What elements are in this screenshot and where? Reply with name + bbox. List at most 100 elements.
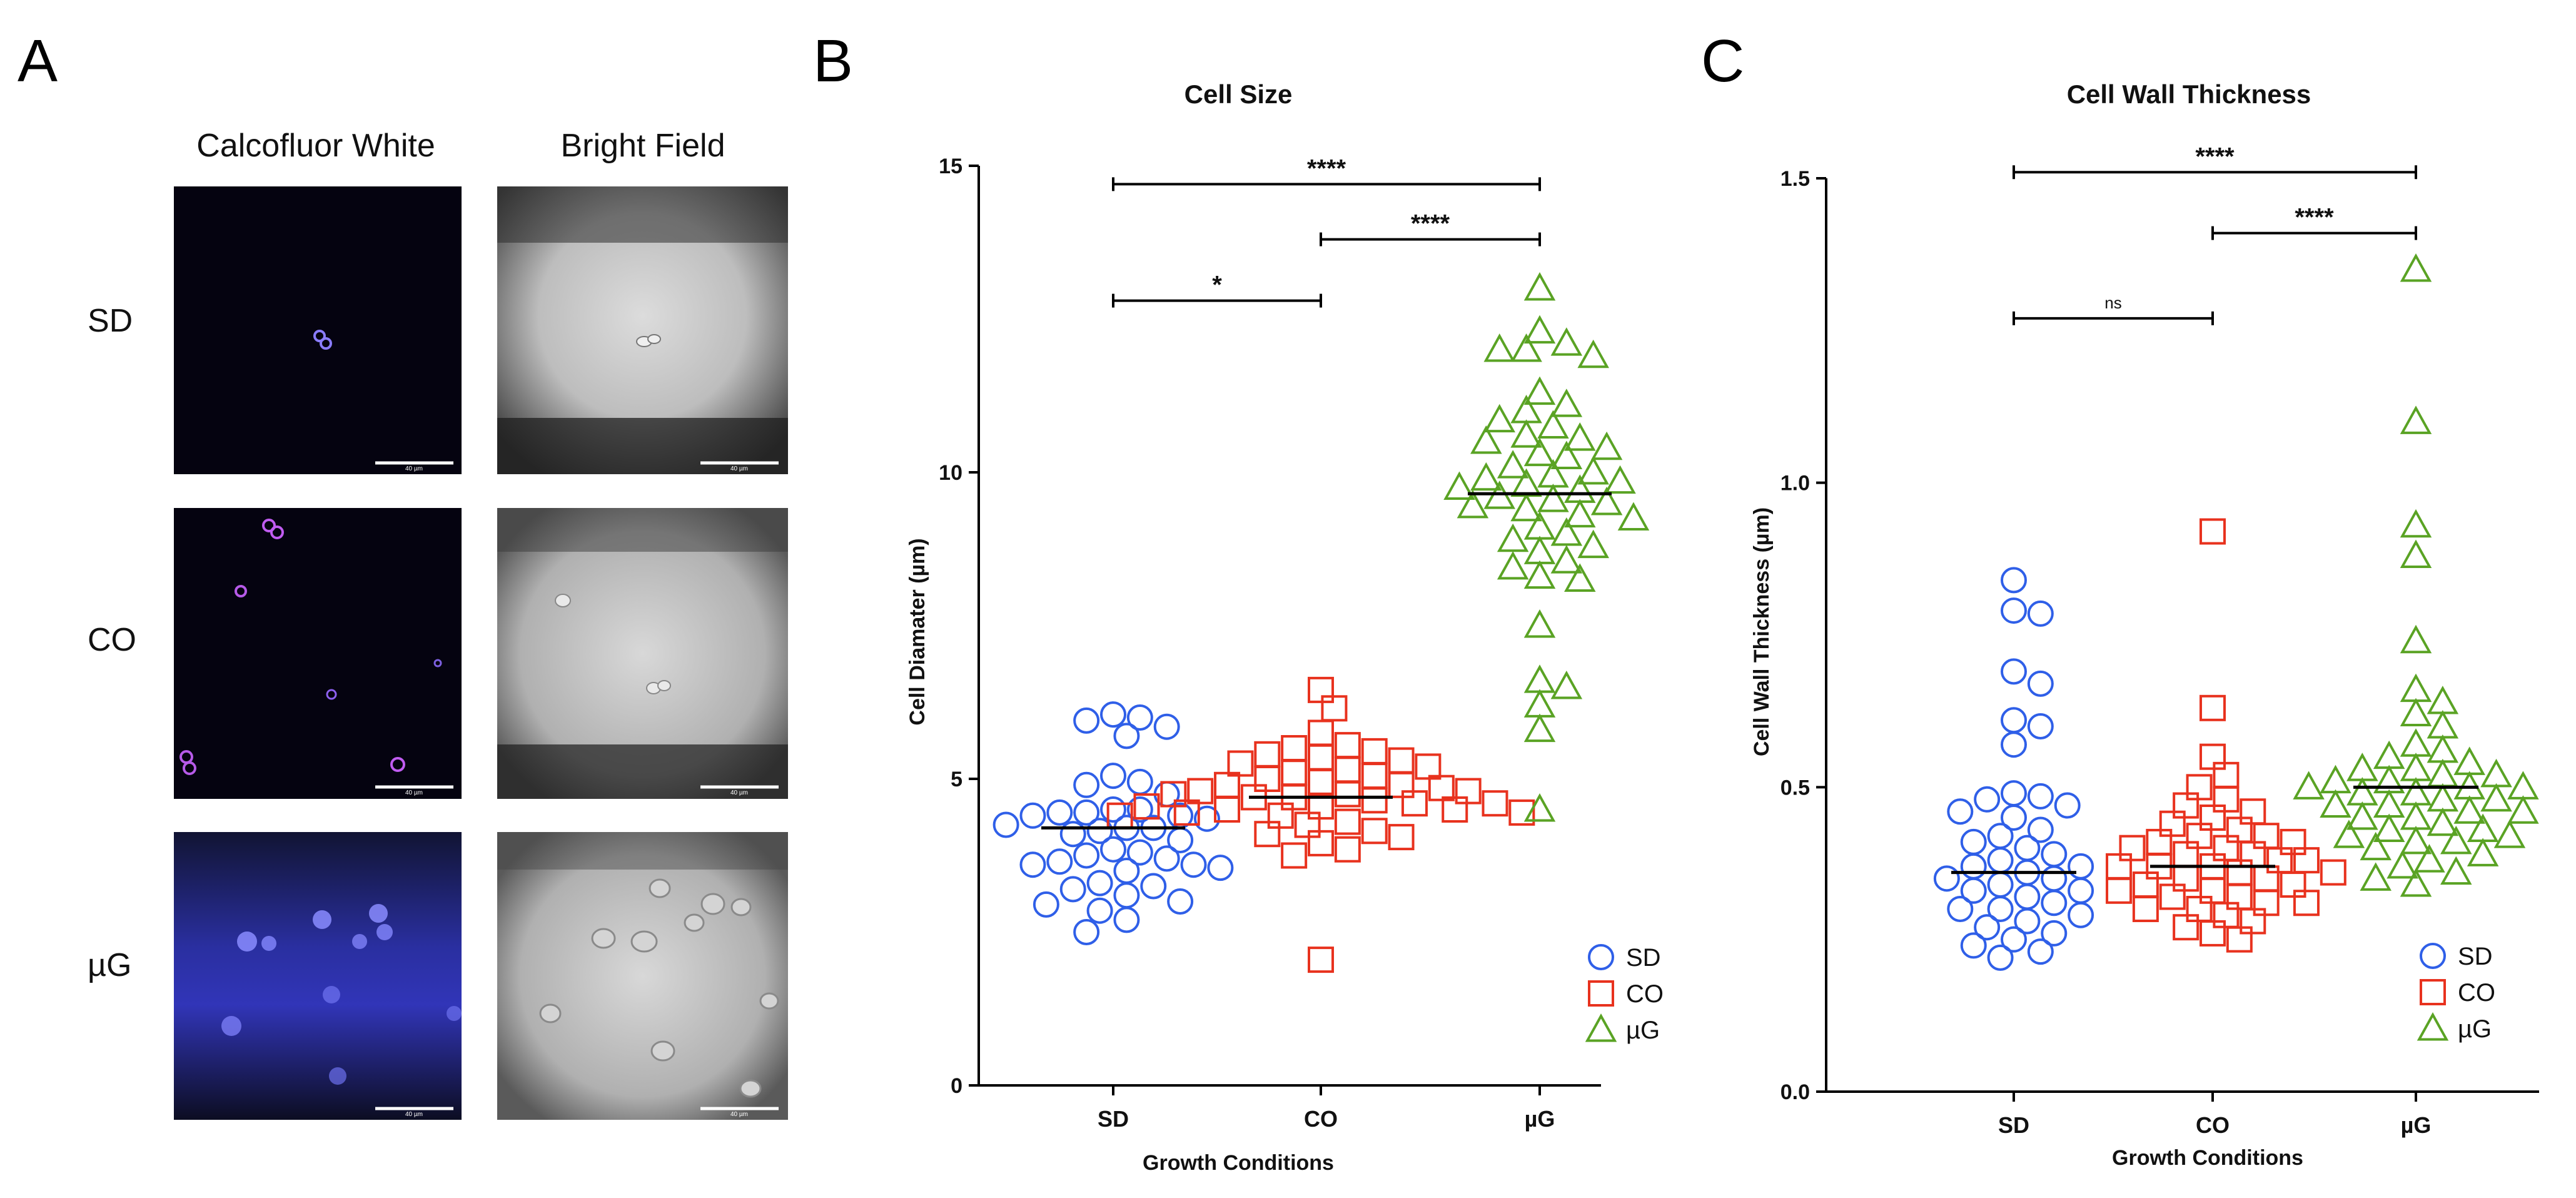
data-point-triangle [1523, 793, 1556, 822]
panel-c-letter: C [1701, 28, 1744, 94]
chart-c-title: Cell Wall Thickness [2067, 79, 2311, 109]
data-point-square [1281, 842, 1308, 869]
data-point-triangle [2507, 771, 2539, 800]
data-point-square [1227, 750, 1254, 777]
data-point-square [2200, 920, 2226, 947]
data-point-triangle [2427, 686, 2459, 714]
data-point-square [1428, 774, 1455, 801]
chart-c-medians [1951, 785, 2478, 875]
y-tick-label: 0.5 [1780, 776, 1810, 800]
data-point-square [1281, 759, 1308, 786]
data-point-triangle [2360, 862, 2392, 891]
data-point-triangle [2400, 509, 2432, 538]
row-label-co: CO [88, 622, 136, 658]
data-point-square [1308, 793, 1334, 820]
data-point-square [1254, 741, 1281, 768]
data-point-triangle [2293, 771, 2325, 800]
data-point-square [2280, 828, 2306, 855]
data-point-square [1254, 766, 1281, 792]
data-point-triangle [1510, 419, 1542, 448]
data-point-triangle [1497, 551, 1529, 580]
data-point-circle [1987, 823, 2014, 850]
data-point-square [1415, 753, 1442, 780]
data-point-circle [1987, 896, 2014, 922]
data-point-square [2253, 890, 2280, 916]
data-point-circle [1046, 799, 1073, 826]
data-point-circle [1933, 865, 1960, 892]
data-point-circle [2014, 908, 2041, 935]
data-point-square [1281, 735, 1308, 761]
data-point-triangle [2440, 825, 2472, 855]
data-point-circle [1073, 799, 1100, 826]
data-point-square [2213, 901, 2240, 928]
data-point-circle [1073, 919, 1100, 945]
data-point-circle [1947, 798, 1974, 825]
data-point-square [2106, 853, 2133, 880]
data-point-circle [2041, 841, 2068, 868]
data-point-triangle [2346, 753, 2378, 781]
data-point-circle [1073, 707, 1100, 734]
data-point-square [2280, 871, 2306, 898]
data-point-square [2173, 914, 2200, 941]
y-tick-label: 10 [939, 461, 962, 485]
data-point-triangle [1550, 440, 1583, 469]
data-point-circle [2027, 938, 2054, 965]
chart-c-ticks: 0.0 0.5 1.0 1.5 SD CO µG [1780, 167, 2432, 1138]
data-point-circle [2014, 883, 2041, 910]
data-point-circle [1126, 768, 1153, 795]
data-point-triangle [1483, 333, 1515, 362]
data-point-circle [2014, 835, 2041, 861]
data-point-circle [1113, 858, 1140, 884]
legend-label: CO [1626, 980, 1664, 1008]
chart-b-legend: SD CO µG [1585, 944, 1664, 1044]
data-point-circle [1974, 914, 2001, 941]
data-point-square [1361, 763, 1388, 789]
data-point-square [2240, 908, 2266, 935]
data-point-triangle [1457, 489, 1489, 519]
data-point-square [1388, 824, 1415, 851]
data-point-triangle [1604, 465, 1636, 494]
data-point-triangle [2400, 728, 2432, 757]
column-title-calcofluor: Calcofluor White [196, 128, 435, 164]
data-point-square [1214, 796, 1241, 823]
data-point-triangle [1550, 517, 1583, 546]
data-point-circle [2001, 567, 2027, 594]
data-point-square [2146, 828, 2173, 855]
data-point-triangle [2333, 820, 2365, 848]
data-point-circle [1100, 701, 1126, 728]
data-point-square [1388, 771, 1415, 798]
data-point-triangle [1590, 487, 1623, 515]
data-point-circle [1140, 873, 1167, 900]
data-point-triangle [1577, 456, 1609, 485]
data-point-circle [1046, 848, 1073, 875]
data-point-triangle [2467, 838, 2499, 866]
data-point-triangle [1470, 462, 1502, 491]
data-point-triangle [2453, 795, 2485, 824]
data-point-triangle [2440, 856, 2472, 885]
data-point-circle [2027, 783, 2054, 810]
data-point-circle [1193, 805, 1220, 832]
data-point-circle [1960, 853, 1987, 880]
data-point-square [1361, 787, 1388, 814]
data-point-triangle [1523, 376, 1556, 405]
data-point-circle [1987, 871, 2014, 898]
image-co-calcofluor: 40 µm [174, 508, 462, 799]
data-point-circle [2001, 805, 2027, 831]
data-point-triangle [1523, 609, 1556, 638]
data-point-square [2186, 896, 2213, 922]
data-point-circle [2027, 816, 2054, 843]
data-point-circle [1100, 836, 1126, 863]
data-point-triangle [2320, 764, 2351, 794]
data-point-square [2186, 823, 2213, 850]
data-point-triangle [2360, 831, 2392, 861]
column-title-bright-field: Bright Field [561, 128, 725, 164]
row-label-ug: µG [88, 947, 131, 983]
data-point-square [2240, 841, 2266, 868]
x-tick-label: CO [2196, 1112, 2230, 1138]
data-point-circle [2001, 597, 2027, 624]
data-point-circle [1960, 877, 1987, 904]
data-point-circle [2001, 658, 2027, 685]
data-point-triangle [1577, 529, 1609, 559]
significance-label: **** [2195, 143, 2235, 170]
data-point-triangle [1497, 523, 1529, 552]
